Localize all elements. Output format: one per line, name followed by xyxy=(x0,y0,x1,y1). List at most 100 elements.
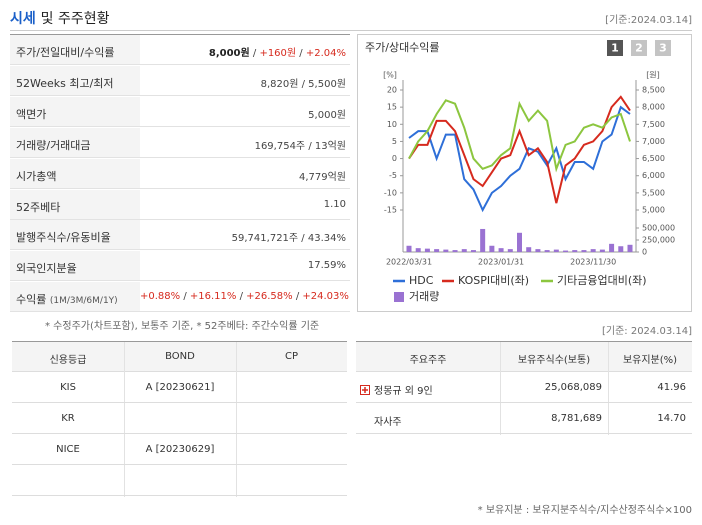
label: 외국인지분율 xyxy=(16,262,77,276)
row-label-cell xyxy=(10,35,140,65)
row-value: 17.59% xyxy=(140,260,346,271)
row-label: 외국인지분율 xyxy=(16,260,77,276)
title-highlight: 시세 xyxy=(10,11,36,27)
row-line xyxy=(12,402,347,403)
chart-date: [기준: 2024.03.14] xyxy=(601,326,692,337)
table-top xyxy=(10,34,350,35)
volume-bar xyxy=(424,248,430,252)
y-tick-label: 10 xyxy=(387,120,397,129)
tab-label[interactable]: 1 xyxy=(611,42,619,55)
table-cell: 41.96 xyxy=(657,382,686,393)
table-header: 보유주식수(보통) xyxy=(517,355,591,366)
y3-tick-label: 0 xyxy=(642,248,647,257)
label: 거래량/거래대금 xyxy=(16,138,91,152)
row-label: 수익률 (1M/3M/6M/1Y) xyxy=(16,291,118,307)
legend-label: HDC xyxy=(409,274,434,287)
value-part: 8,000원 xyxy=(208,48,250,59)
y2-axis-label: [원] xyxy=(646,71,660,80)
y-tick-label: 0 xyxy=(392,154,397,163)
series-line xyxy=(408,95,631,204)
series-line xyxy=(408,99,631,173)
value-part: 1.10 xyxy=(323,198,346,210)
y2-tick-label: 6,500 xyxy=(642,154,665,163)
table-head-bg xyxy=(356,342,692,372)
holder-note: * 보유지분 : 보유지분주식수/지수산정주식수×100 xyxy=(477,505,692,516)
row-line xyxy=(140,311,350,313)
row-value: 8,820원 / 5,500원 xyxy=(140,75,346,90)
row-label-cell xyxy=(10,127,140,158)
row-label: 주가/전일대비/수익률 xyxy=(16,44,115,60)
y-tick-label: 5 xyxy=(392,137,397,146)
volume-bar xyxy=(489,245,495,252)
col-line xyxy=(608,342,609,435)
value-part: +26.58% xyxy=(246,291,293,303)
row-label-cell xyxy=(10,220,140,251)
row-label-cell xyxy=(10,158,140,189)
expand-icon[interactable] xyxy=(360,385,370,395)
label: 52Weeks 최고/최저 xyxy=(16,76,114,90)
row-line xyxy=(140,218,350,220)
value-part: / xyxy=(298,233,308,245)
value-part: +24.03% xyxy=(302,291,349,303)
value-part: 43.34% xyxy=(307,233,346,245)
tab[interactable] xyxy=(631,40,647,56)
table-cell: 자사주 xyxy=(374,417,402,428)
row-line xyxy=(356,433,692,434)
legend-label: KOSPI대비(좌) xyxy=(458,274,529,287)
col-line xyxy=(500,342,501,435)
tab[interactable] xyxy=(655,40,671,56)
table-header: 신용등급 xyxy=(49,355,87,366)
value-part: 8,820원 xyxy=(260,78,299,90)
volume-bar xyxy=(609,243,615,252)
legend-label: 기타금융업대비(좌) xyxy=(557,274,647,287)
value-part: +0.88% xyxy=(140,291,181,303)
legend-swatch xyxy=(394,292,404,302)
tab-label[interactable]: 3 xyxy=(659,42,667,55)
y2-tick-label: 7,000 xyxy=(642,137,665,146)
row-line xyxy=(140,280,350,282)
value-part: 5,500원 xyxy=(308,78,346,90)
table-cell: 정몽규 외 9인 xyxy=(374,386,433,397)
price-note: * 수정주가(차트포함), 보통주 기준, * 52주베타: 주간수익률 기준 xyxy=(45,321,320,332)
table-cell: A [20230621] xyxy=(145,382,215,393)
volume-bar xyxy=(544,250,550,252)
row-value: 169,754주 / 13억원 xyxy=(140,137,346,152)
row-line xyxy=(12,433,347,434)
table-cell: KR xyxy=(61,413,75,424)
y3-tick-label: 500,000 xyxy=(642,224,675,233)
value-part: 59,741,721주 xyxy=(231,233,299,245)
x-tick-label: 2023/01/31 xyxy=(478,258,524,267)
volume-bar xyxy=(599,249,605,252)
row-label-cell xyxy=(10,282,140,313)
volume-bar xyxy=(415,248,421,252)
y-tick-label: -5 xyxy=(389,171,397,180)
volume-bar xyxy=(434,249,440,252)
table-header: 보유지분(%) xyxy=(622,355,678,366)
row-value: +0.88% / +16.11% / +26.58% / +24.03% xyxy=(140,291,349,303)
y-tick-label: -10 xyxy=(384,188,397,197)
table-cell: 14.70 xyxy=(657,413,686,424)
row-line xyxy=(12,495,347,496)
tab-label[interactable]: 2 xyxy=(635,42,643,55)
volume-bar xyxy=(553,249,559,252)
row-line xyxy=(140,249,350,251)
value-part: 169,754주 xyxy=(254,140,306,152)
volume-bar xyxy=(461,249,467,252)
header-line xyxy=(10,30,692,31)
x-tick-label: 2022/03/31 xyxy=(386,258,432,267)
volume-bar xyxy=(563,250,569,252)
row-label-cell xyxy=(10,251,140,282)
value-part: / xyxy=(249,48,260,59)
y3-tick-label: 250,000 xyxy=(642,236,675,245)
row-line xyxy=(356,402,692,403)
tab[interactable] xyxy=(607,40,623,56)
row-line xyxy=(140,187,350,189)
label: 주가/전일대비/수익률 xyxy=(16,46,115,59)
x-tick-label: 2023/11/30 xyxy=(570,258,616,267)
y-tick-label: -15 xyxy=(384,206,397,215)
row-label: 52주베타 xyxy=(16,199,60,215)
row-label: 액면가 xyxy=(16,106,46,122)
row-label: 52Weeks 최고/최저 xyxy=(16,75,114,91)
col-line xyxy=(236,342,237,497)
